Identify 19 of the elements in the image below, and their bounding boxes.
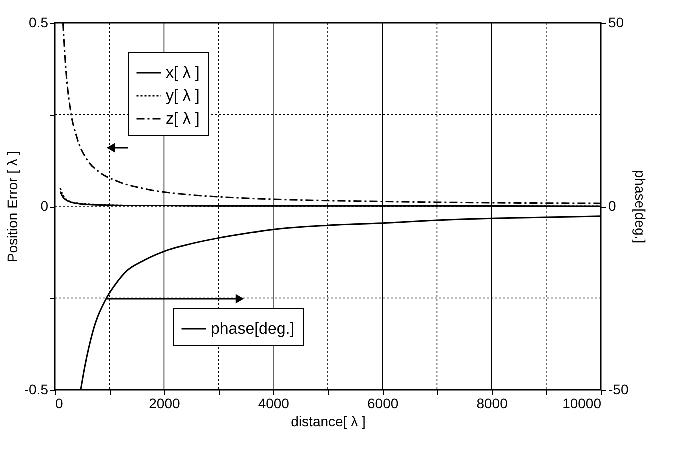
- x-tick-label: 0: [56, 396, 64, 412]
- legend-label: z[ λ ]: [166, 111, 200, 128]
- x-tick-label: 8000: [476, 396, 508, 412]
- y-tick-label: -0.5: [24, 382, 49, 398]
- y-tick-label: 0: [40, 198, 49, 214]
- x-axis-title: distance[ λ ]: [291, 414, 366, 430]
- y2-tick-label: 0: [608, 198, 616, 214]
- x-tick-label: 4000: [258, 396, 290, 412]
- y2-tick-label: 50: [608, 14, 624, 30]
- y2-axis-title: phase[deg.]: [632, 170, 649, 244]
- y2-tick-label: -50: [608, 382, 629, 398]
- x-tick-label: 10000: [562, 396, 602, 412]
- x-tick-label: 2000: [149, 396, 180, 412]
- y-tick-label: 0.5: [29, 14, 49, 30]
- x-tick-label: 6000: [368, 396, 399, 412]
- legend-label: y[ λ ]: [166, 88, 200, 105]
- y-axis-title: Position Error [ λ ]: [4, 151, 20, 263]
- legend-label: phase[deg.]: [211, 321, 295, 338]
- legend-label: x[ λ ]: [166, 65, 200, 82]
